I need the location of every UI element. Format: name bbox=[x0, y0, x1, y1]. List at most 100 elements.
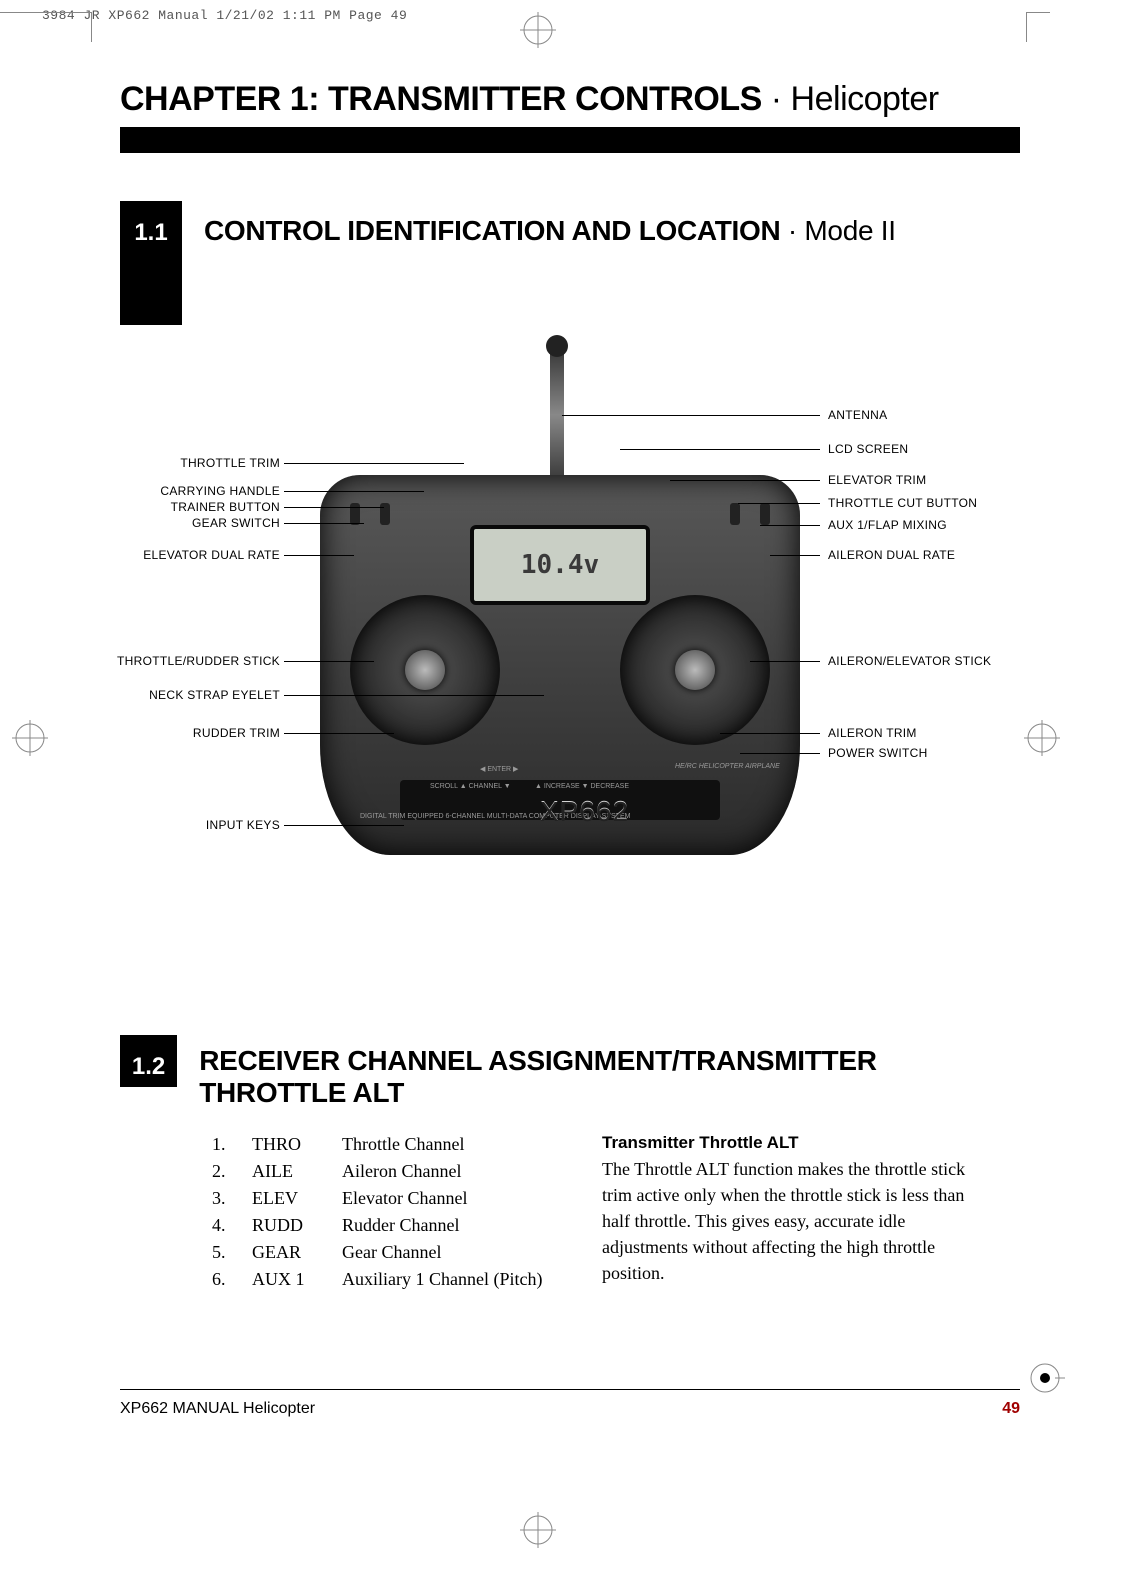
transmitter-diagram: 10.4v SCROLL ▲ CHANNEL ▼ ▲ INCREASE ▼ DE… bbox=[120, 345, 1020, 965]
section-2-title: RECEIVER CHANNEL ASSIGNMENT/TRANSMITTER … bbox=[199, 1045, 1020, 1109]
key-label-scroll: SCROLL ▲ CHANNEL ▼ bbox=[430, 783, 511, 791]
section-1: 1.1 CONTROL IDENTIFICATION AND LOCATION … bbox=[120, 201, 1020, 965]
channel-abbr: THRO bbox=[252, 1131, 342, 1158]
switch-icon bbox=[730, 503, 740, 525]
registration-mark-bottom bbox=[520, 1512, 556, 1548]
leader-line bbox=[284, 661, 374, 662]
channel-desc: Throttle Channel bbox=[342, 1131, 592, 1158]
key-label-increase: ▲ INCREASE ▼ DECREASE bbox=[535, 783, 629, 791]
leader-line bbox=[770, 555, 820, 556]
channel-assignment-block: 1.2.3.4.5.6. THROAILEELEVRUDDGEARAUX 1 T… bbox=[212, 1131, 1020, 1293]
section-1-number: 1.1 bbox=[120, 201, 182, 325]
callout-label: INPUT KEYS bbox=[206, 818, 280, 832]
registration-mark-jr bbox=[1025, 1358, 1065, 1398]
registration-mark-right bbox=[1024, 720, 1060, 756]
channel-desc: Aileron Channel bbox=[342, 1158, 592, 1185]
page-content: CHAPTER 1: TRANSMITTER CONTROLS · Helico… bbox=[120, 80, 1020, 1293]
footer-page-number: 49 bbox=[1002, 1400, 1020, 1418]
leader-line bbox=[284, 491, 424, 492]
callout-label: ELEVATOR TRIM bbox=[828, 473, 926, 487]
section-1-title-sep: · bbox=[780, 215, 804, 246]
left-stick-icon bbox=[350, 595, 500, 745]
throttle-alt-body: The Throttle ALT function makes the thro… bbox=[602, 1156, 982, 1286]
callout-label: CARRYING HANDLE bbox=[160, 484, 280, 498]
leader-line bbox=[620, 449, 820, 450]
channel-desc: Auxiliary 1 Channel (Pitch) bbox=[342, 1266, 592, 1293]
channel-desc: Gear Channel bbox=[342, 1239, 592, 1266]
channel-abbr: RUDD bbox=[252, 1212, 342, 1239]
callout-label: POWER SWITCH bbox=[828, 746, 928, 760]
leader-line bbox=[284, 523, 364, 524]
section-1-head: 1.1 CONTROL IDENTIFICATION AND LOCATION … bbox=[120, 201, 1020, 325]
section-1-title-bold: CONTROL IDENTIFICATION AND LOCATION bbox=[204, 215, 780, 246]
leader-line bbox=[562, 415, 820, 416]
print-header: 3984 JR XP662 Manual 1/21/02 1:11 PM Pag… bbox=[42, 8, 407, 23]
leader-line bbox=[670, 480, 820, 481]
channel-number: 6. bbox=[212, 1266, 252, 1293]
throttle-alt-heading: Transmitter Throttle ALT bbox=[602, 1131, 982, 1156]
leader-line bbox=[750, 661, 820, 662]
crop-mark-tl bbox=[0, 12, 92, 42]
callout-label: AUX 1/FLAP MIXING bbox=[828, 518, 947, 532]
channel-descs: Throttle ChannelAileron ChannelElevator … bbox=[342, 1131, 592, 1293]
chapter-underline-bar bbox=[120, 127, 1020, 153]
channel-desc: Rudder Channel bbox=[342, 1212, 592, 1239]
channel-number: 1. bbox=[212, 1131, 252, 1158]
footer-left: XP662 MANUAL Helicopter bbox=[120, 1400, 315, 1418]
leader-line bbox=[284, 695, 544, 696]
callout-label: THROTTLE/RUDDER STICK bbox=[117, 654, 280, 668]
key-label-mode: HE/RC HELICOPTER AIRPLANE bbox=[675, 763, 780, 770]
right-stick-icon bbox=[620, 595, 770, 745]
crop-mark-tr bbox=[1026, 12, 1050, 42]
chapter-title-sep: · bbox=[762, 80, 791, 118]
page-footer: XP662 MANUAL Helicopter 49 bbox=[120, 1389, 1020, 1418]
section-2-number: 1.2 bbox=[120, 1035, 177, 1087]
channel-number: 2. bbox=[212, 1158, 252, 1185]
channel-abbr: AILE bbox=[252, 1158, 342, 1185]
callout-label: GEAR SWITCH bbox=[192, 516, 280, 530]
registration-mark-top bbox=[520, 12, 556, 48]
channel-number: 4. bbox=[212, 1212, 252, 1239]
chapter-title-light: Helicopter bbox=[791, 80, 939, 118]
channel-desc: Elevator Channel bbox=[342, 1185, 592, 1212]
chapter-title: CHAPTER 1: TRANSMITTER CONTROLS · Helico… bbox=[120, 80, 1020, 119]
callout-label: THROTTLE CUT BUTTON bbox=[828, 496, 977, 510]
leader-line bbox=[284, 825, 404, 826]
callout-label: THROTTLE TRIM bbox=[180, 456, 280, 470]
callout-label: ANTENNA bbox=[828, 408, 887, 422]
lcd-screen: 10.4v bbox=[470, 525, 650, 605]
leader-line bbox=[284, 507, 384, 508]
section-2-head: 1.2 RECEIVER CHANNEL ASSIGNMENT/TRANSMIT… bbox=[120, 1035, 1020, 1109]
leader-line bbox=[284, 555, 354, 556]
callout-label: LCD SCREEN bbox=[828, 442, 908, 456]
key-label-enter: ◀ ENTER ▶ bbox=[480, 765, 518, 773]
section-2: 1.2 RECEIVER CHANNEL ASSIGNMENT/TRANSMIT… bbox=[120, 1035, 1020, 1293]
callout-label: TRAINER BUTTON bbox=[171, 500, 280, 514]
callout-label: NECK STRAP EYELET bbox=[149, 688, 280, 702]
channel-number: 5. bbox=[212, 1239, 252, 1266]
callout-label: AILERON/ELEVATOR STICK bbox=[828, 654, 991, 668]
channel-abbrs: THROAILEELEVRUDDGEARAUX 1 bbox=[252, 1131, 342, 1293]
section-2-title-bold: RECEIVER CHANNEL ASSIGNMENT/TRANSMITTER … bbox=[199, 1045, 876, 1108]
model-badge: XP662 bbox=[540, 795, 629, 827]
callout-label: AILERON DUAL RATE bbox=[828, 548, 955, 562]
throttle-alt-block: Transmitter Throttle ALT The Throttle AL… bbox=[602, 1131, 982, 1293]
callout-label: AILERON TRIM bbox=[828, 726, 917, 740]
switch-icon bbox=[760, 503, 770, 525]
channel-abbr: GEAR bbox=[252, 1239, 342, 1266]
section-1-title-light: Mode II bbox=[804, 215, 895, 246]
leader-line bbox=[284, 463, 464, 464]
channel-abbr: ELEV bbox=[252, 1185, 342, 1212]
callout-label: RUDDER TRIM bbox=[193, 726, 280, 740]
leader-line bbox=[284, 733, 394, 734]
leader-line bbox=[740, 753, 820, 754]
channel-numbers: 1.2.3.4.5.6. bbox=[212, 1131, 252, 1293]
channel-abbr: AUX 1 bbox=[252, 1266, 342, 1293]
leader-line bbox=[760, 525, 820, 526]
section-1-title: CONTROL IDENTIFICATION AND LOCATION · Mo… bbox=[204, 215, 896, 247]
callout-label: ELEVATOR DUAL RATE bbox=[143, 548, 280, 562]
chapter-title-bold: CHAPTER 1: TRANSMITTER CONTROLS bbox=[120, 80, 762, 118]
registration-mark-left bbox=[12, 720, 48, 756]
channel-number: 3. bbox=[212, 1185, 252, 1212]
leader-line bbox=[738, 503, 820, 504]
